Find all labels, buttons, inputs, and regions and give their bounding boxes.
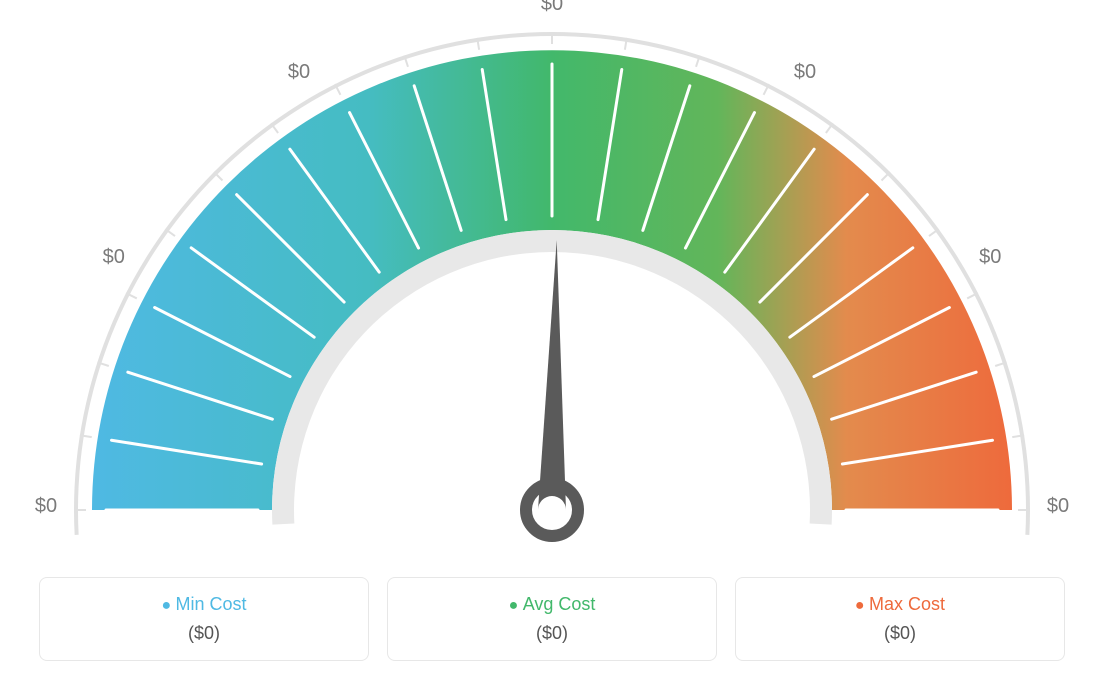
cost-gauge-infographic: $0 $0 $0 $0 $0 $0 $0 Min Cost ($0) Avg Cost ($… xyxy=(0,0,1104,690)
svg-text:$0: $0 xyxy=(794,61,816,83)
legend-max: Max Cost ($0) xyxy=(735,577,1065,661)
legend-avg: Avg Cost ($0) xyxy=(387,577,717,661)
legend-min-label: Min Cost xyxy=(40,594,368,615)
svg-text:$0: $0 xyxy=(1047,495,1069,517)
legend-avg-label: Avg Cost xyxy=(388,594,716,615)
svg-text:$0: $0 xyxy=(35,495,57,517)
svg-text:$0: $0 xyxy=(979,246,1001,268)
legend-min: Min Cost ($0) xyxy=(39,577,369,661)
legend-avg-value: ($0) xyxy=(388,623,716,644)
svg-text:$0: $0 xyxy=(103,246,125,268)
legend-min-value: ($0) xyxy=(40,623,368,644)
svg-text:$0: $0 xyxy=(541,0,563,15)
gauge-chart: $0 $0 $0 $0 $0 $0 $0 xyxy=(0,0,1104,560)
legend-max-label: Max Cost xyxy=(736,594,1064,615)
svg-text:$0: $0 xyxy=(288,61,310,83)
legend-row: Min Cost ($0) Avg Cost ($0) Max Cost ($0… xyxy=(39,577,1065,661)
legend-max-value: ($0) xyxy=(736,623,1064,644)
